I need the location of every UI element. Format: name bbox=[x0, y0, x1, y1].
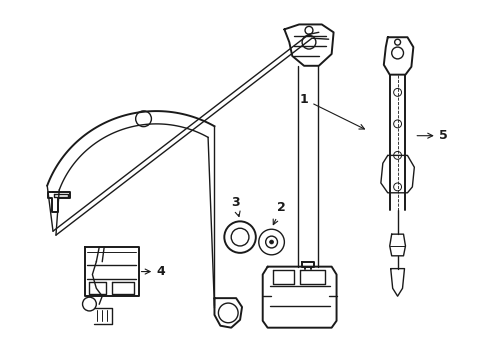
Text: 2: 2 bbox=[273, 201, 285, 225]
Text: 5: 5 bbox=[416, 129, 447, 142]
Text: 1: 1 bbox=[299, 93, 364, 129]
Text: 3: 3 bbox=[230, 196, 240, 216]
Text: 4: 4 bbox=[141, 265, 165, 278]
Circle shape bbox=[269, 240, 273, 244]
